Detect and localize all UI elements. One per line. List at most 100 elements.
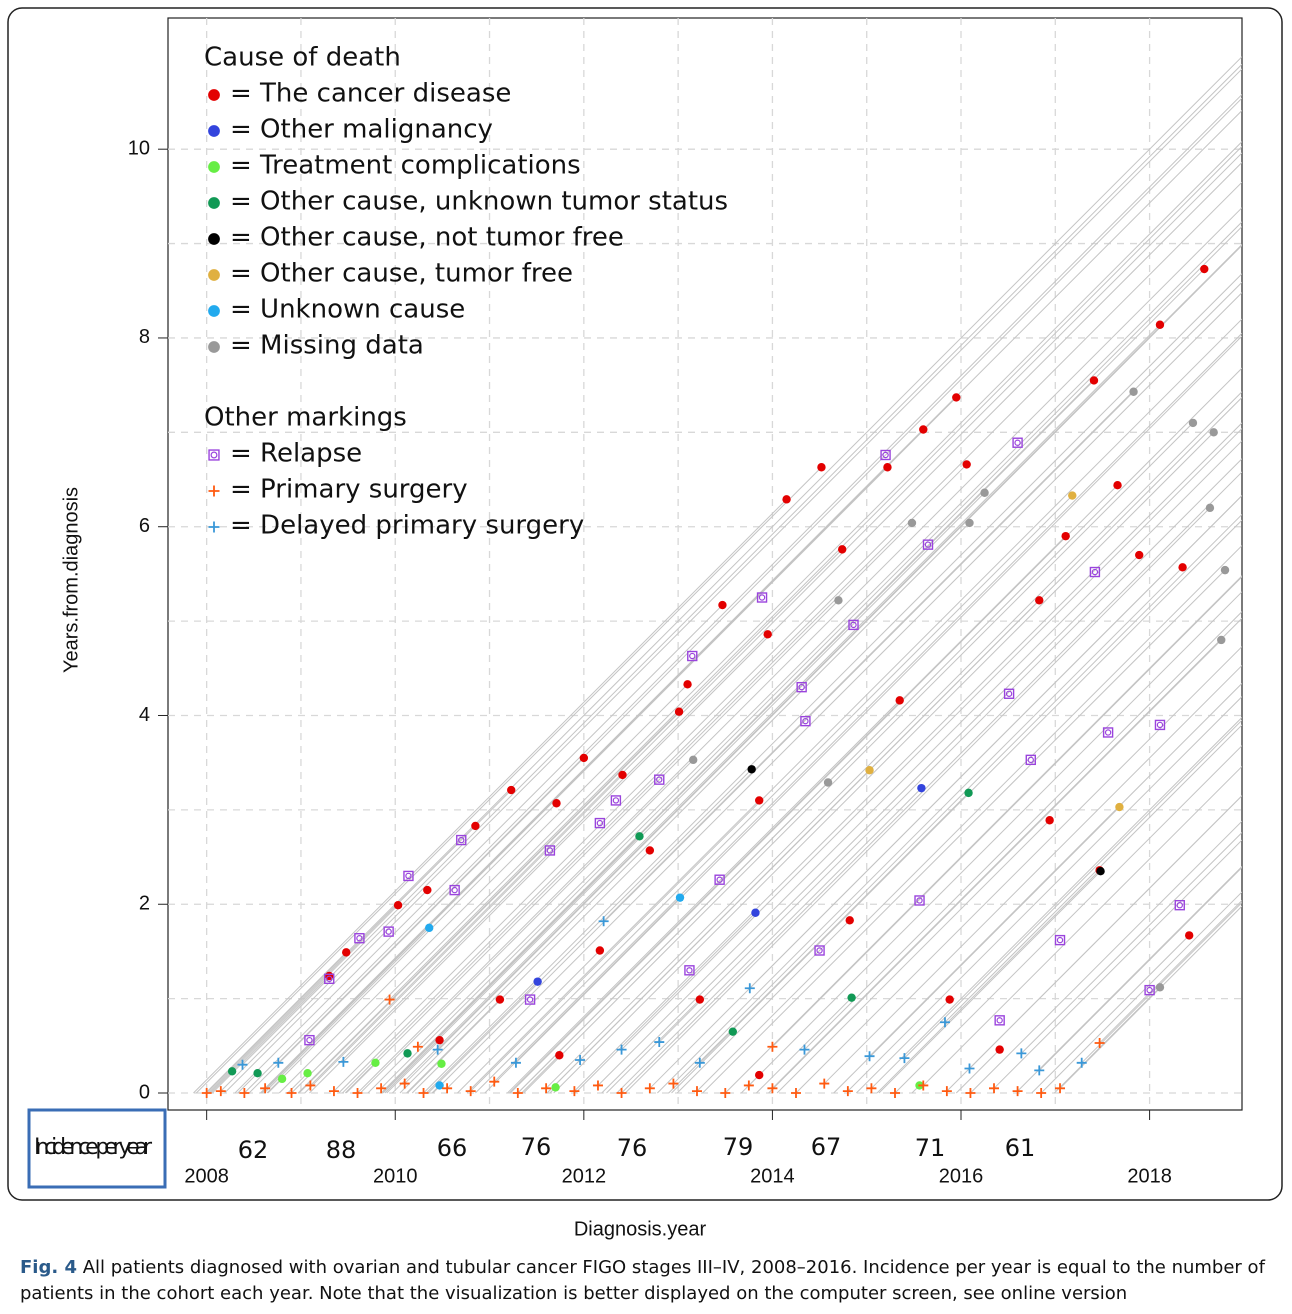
lifeline — [392, 324, 1161, 1094]
lifeline — [894, 745, 1242, 1094]
death-point — [208, 125, 220, 137]
surgery-point — [668, 1078, 679, 1089]
lifeline — [278, 683, 688, 1094]
death-point — [423, 885, 432, 895]
relapse-ring — [1014, 439, 1021, 446]
relapse-ring — [716, 876, 723, 883]
surgery-point — [1055, 1083, 1066, 1094]
relapse-ring — [802, 717, 809, 725]
relapse-point — [914, 895, 925, 906]
relapse-square — [1003, 688, 1015, 699]
death-point — [208, 305, 220, 317]
relapse-ring — [458, 836, 465, 844]
death-point — [895, 696, 904, 705]
surgery-point — [575, 1054, 586, 1065]
lifeline — [603, 281, 1242, 922]
relapse-point — [1025, 754, 1036, 766]
lifeline — [574, 912, 756, 1094]
lifeline — [1054, 986, 1161, 1094]
relapse-square — [524, 994, 536, 1005]
lifeline — [344, 1062, 376, 1094]
relapse-point — [814, 945, 825, 956]
surgery-point — [215, 1086, 226, 1097]
lifeline — [404, 245, 1242, 1084]
death-point — [1113, 480, 1122, 490]
death-point — [837, 545, 847, 554]
lifeline — [484, 897, 681, 1094]
surgery-point — [743, 1080, 754, 1091]
surgery-point — [939, 1017, 950, 1028]
x-tick-label: 2018 — [1127, 1165, 1172, 1187]
lifeline — [399, 522, 970, 1094]
death-point — [1061, 531, 1070, 541]
incidence-value: 76 — [521, 1133, 552, 1161]
relapse-square — [304, 1034, 315, 1046]
death-point — [277, 1074, 287, 1084]
relapse-square — [610, 795, 622, 806]
lifeline — [1031, 935, 1190, 1094]
death-point — [1188, 418, 1198, 428]
relapse-point — [594, 817, 606, 829]
surgery-point — [208, 485, 220, 497]
relapse-square — [914, 895, 925, 906]
death-point — [747, 765, 756, 774]
lifeline — [724, 575, 1242, 1094]
x-tick-label: 2014 — [750, 1165, 795, 1187]
marks — [201, 264, 1230, 1099]
frame — [7, 7, 1283, 1201]
surgery-point — [598, 916, 609, 927]
relapse-square — [814, 945, 825, 956]
lifeline — [195, 466, 822, 1094]
lifeline — [242, 63, 1242, 1066]
lifeline — [266, 802, 557, 1094]
surgery-point — [1016, 1048, 1027, 1059]
relapse-square — [756, 592, 768, 603]
lifeline — [1081, 902, 1242, 1064]
lifeline — [342, 522, 913, 1094]
surgery-point — [305, 1080, 316, 1091]
death-point — [437, 1059, 446, 1068]
lifeline — [466, 800, 760, 1094]
death-point — [907, 518, 917, 528]
lifeline — [904, 719, 1242, 1059]
caption-label: Fig. 4 — [20, 1257, 77, 1278]
surgery-point — [286, 1088, 297, 1099]
relapse-ring — [326, 975, 333, 983]
lifeline — [869, 683, 1242, 1057]
lifeline — [768, 639, 1222, 1094]
death-point — [635, 832, 644, 841]
relapse-square — [714, 874, 725, 885]
surgery-point — [338, 1056, 349, 1067]
relapse-point — [1054, 934, 1066, 946]
x-tick-label: 2012 — [562, 1165, 607, 1187]
death-point — [718, 600, 727, 610]
lifeline — [606, 999, 701, 1094]
relapse-ring — [1005, 690, 1013, 697]
death-point — [689, 755, 698, 765]
x-tick-label: 2008 — [184, 1165, 229, 1187]
death-point — [618, 770, 627, 780]
relapse-square — [403, 870, 414, 882]
lifeline — [1059, 905, 1242, 1089]
relapse-square — [1012, 437, 1023, 448]
death-point — [555, 1051, 564, 1060]
death-point — [883, 463, 892, 472]
lifeline — [668, 792, 969, 1094]
lifeline — [523, 422, 1194, 1094]
death-point — [342, 948, 351, 957]
relapse-ring — [798, 683, 805, 691]
lifeline — [426, 981, 538, 1094]
surgery-point — [1094, 1037, 1105, 1048]
lifeline — [417, 221, 1242, 1048]
lifeline — [657, 566, 1183, 1094]
relapse-ring — [686, 967, 693, 974]
death-point — [917, 783, 926, 793]
death-point — [1135, 550, 1144, 560]
surgery-point — [899, 1053, 910, 1064]
lifeline — [475, 495, 1073, 1094]
legend-label: = Unknown cause — [230, 295, 465, 325]
death-point — [1205, 503, 1215, 513]
lifeline — [309, 633, 769, 1094]
death-point — [763, 630, 772, 639]
